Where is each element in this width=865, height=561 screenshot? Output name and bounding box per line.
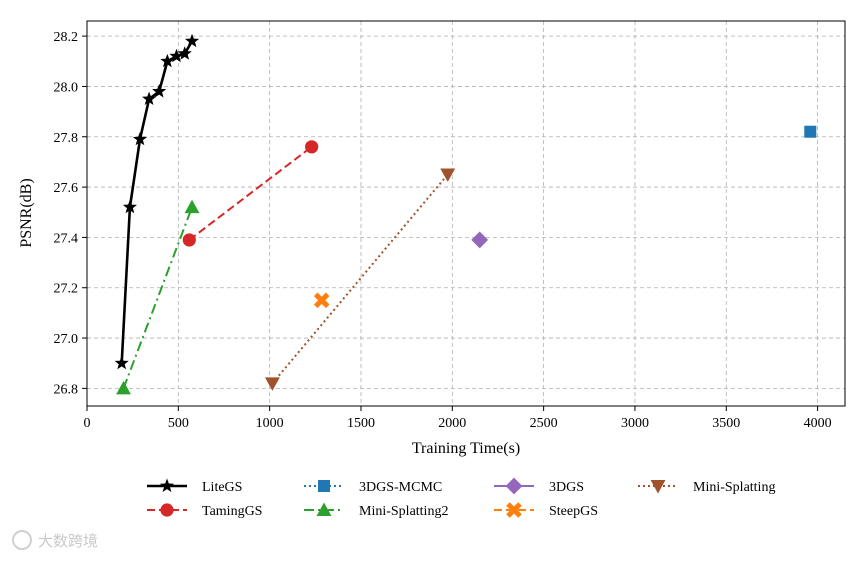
series-mini-splatting2: [116, 199, 200, 395]
x-tick-label: 0: [84, 416, 91, 431]
legend-entry-mini-splatting: Mini-Splatting: [638, 480, 775, 495]
data-point-mini-splatting: [264, 377, 280, 391]
x-tick-label: 2000: [438, 416, 466, 431]
data-point-litegs: [169, 48, 184, 63]
series-group: [114, 33, 817, 395]
y-tick-label: 28.2: [54, 30, 79, 45]
legend-entry-taminggs: TamingGS: [147, 503, 262, 519]
legend-entry-3dgs-mcmc: 3DGS-MCMC: [304, 480, 442, 495]
data-point-mini-splatting2: [184, 199, 200, 214]
legend-label-taminggs: TamingGS: [202, 504, 262, 519]
y-tick-label: 27.2: [54, 282, 79, 297]
series-mini-splatting: [264, 168, 456, 391]
legend-label-litegs: LiteGS: [202, 480, 242, 495]
x-tick-label: 1000: [256, 416, 284, 431]
axes-group: 0 500 1000 1500 2000 2500 3000 3500 4000 26.8 27.0…: [54, 20, 846, 431]
series-line-taminggs: [188, 146, 313, 241]
data-point-litegs: [152, 84, 167, 98]
data-point-litegs: [122, 199, 137, 214]
legend-marker-taminggs: [160, 503, 174, 517]
legend-label-3dgs-mcmc: 3DGS-MCMC: [359, 480, 442, 495]
series-3dgs: [471, 231, 489, 249]
data-point-taminggs: [182, 233, 196, 247]
data-point-mini-splatting: [440, 168, 456, 182]
series-steepgs: [313, 292, 330, 309]
legend: LiteGS TamingGS 3DGS-MCMC Mini-Splatting2 3D…: [147, 477, 775, 519]
data-point-litegs: [177, 46, 192, 60]
y-tick-label: 27.0: [54, 332, 79, 347]
data-point-mini-splatting2: [116, 380, 131, 395]
x-tick-label: 4000: [804, 416, 832, 431]
y-tick-label: 28.0: [54, 80, 79, 95]
x-tick-label: 3500: [712, 416, 740, 431]
series-line-mini-splatting: [271, 173, 449, 384]
legend-marker-3dgs: [505, 477, 523, 495]
series-litegs: [114, 33, 200, 370]
x-tick-label: 2500: [530, 416, 558, 431]
data-point-steepgs: [313, 292, 330, 309]
legend-marker-litegs: [159, 478, 175, 493]
legend-label-mini-splatting: Mini-Splatting: [693, 480, 775, 495]
y-tick-label: 27.6: [54, 181, 79, 196]
legend-marker-3dgs-mcmc: [318, 480, 330, 492]
legend-marker-mini-splatting: [650, 480, 666, 494]
x-tick-label: 3000: [621, 416, 649, 431]
data-point-litegs: [132, 131, 148, 146]
legend-label-3dgs: 3DGS: [549, 480, 584, 495]
data-point-taminggs: [305, 140, 319, 154]
data-point-litegs: [142, 91, 157, 106]
legend-label-mini-splatting2: Mini-Splatting2: [359, 504, 448, 519]
data-point-litegs: [160, 53, 175, 68]
x-axis-label: Training Time(s): [412, 440, 520, 457]
data-point-litegs: [114, 355, 129, 370]
legend-marker-mini-splatting2: [316, 502, 332, 516]
legend-entry-3dgs: 3DGS: [494, 477, 584, 495]
data-point-3dgs: [471, 231, 489, 249]
data-point-litegs: [184, 33, 200, 48]
series-taminggs: [182, 140, 319, 247]
legend-entry-steepgs: SteepGS: [494, 502, 598, 519]
legend-entry-mini-splatting2: Mini-Splatting2: [304, 502, 448, 519]
legend-label-steepgs: SteepGS: [549, 504, 598, 519]
data-point-3dgs-mcmc: [804, 125, 817, 138]
x-tick-label: 1500: [347, 416, 375, 431]
series-line-mini-splatting2: [122, 206, 193, 389]
watermark: 大数跨境: [12, 530, 98, 550]
plot-frame: [86, 20, 846, 407]
legend-marker-steepgs: [506, 502, 522, 518]
watermark-text: 大数跨境: [38, 532, 98, 550]
y-tick-label: 27.8: [54, 131, 79, 146]
y-tick-label: 27.4: [54, 231, 79, 246]
x-tick-label: 500: [168, 416, 189, 431]
grid-lines: [86, 21, 845, 406]
y-axis-label: PSNR(dB): [18, 178, 35, 247]
watermark-logo-icon: [12, 530, 32, 550]
series-3dgs-mcmc: [804, 125, 817, 138]
legend-entry-litegs: LiteGS: [147, 478, 242, 495]
y-tick-label: 26.8: [54, 382, 79, 397]
